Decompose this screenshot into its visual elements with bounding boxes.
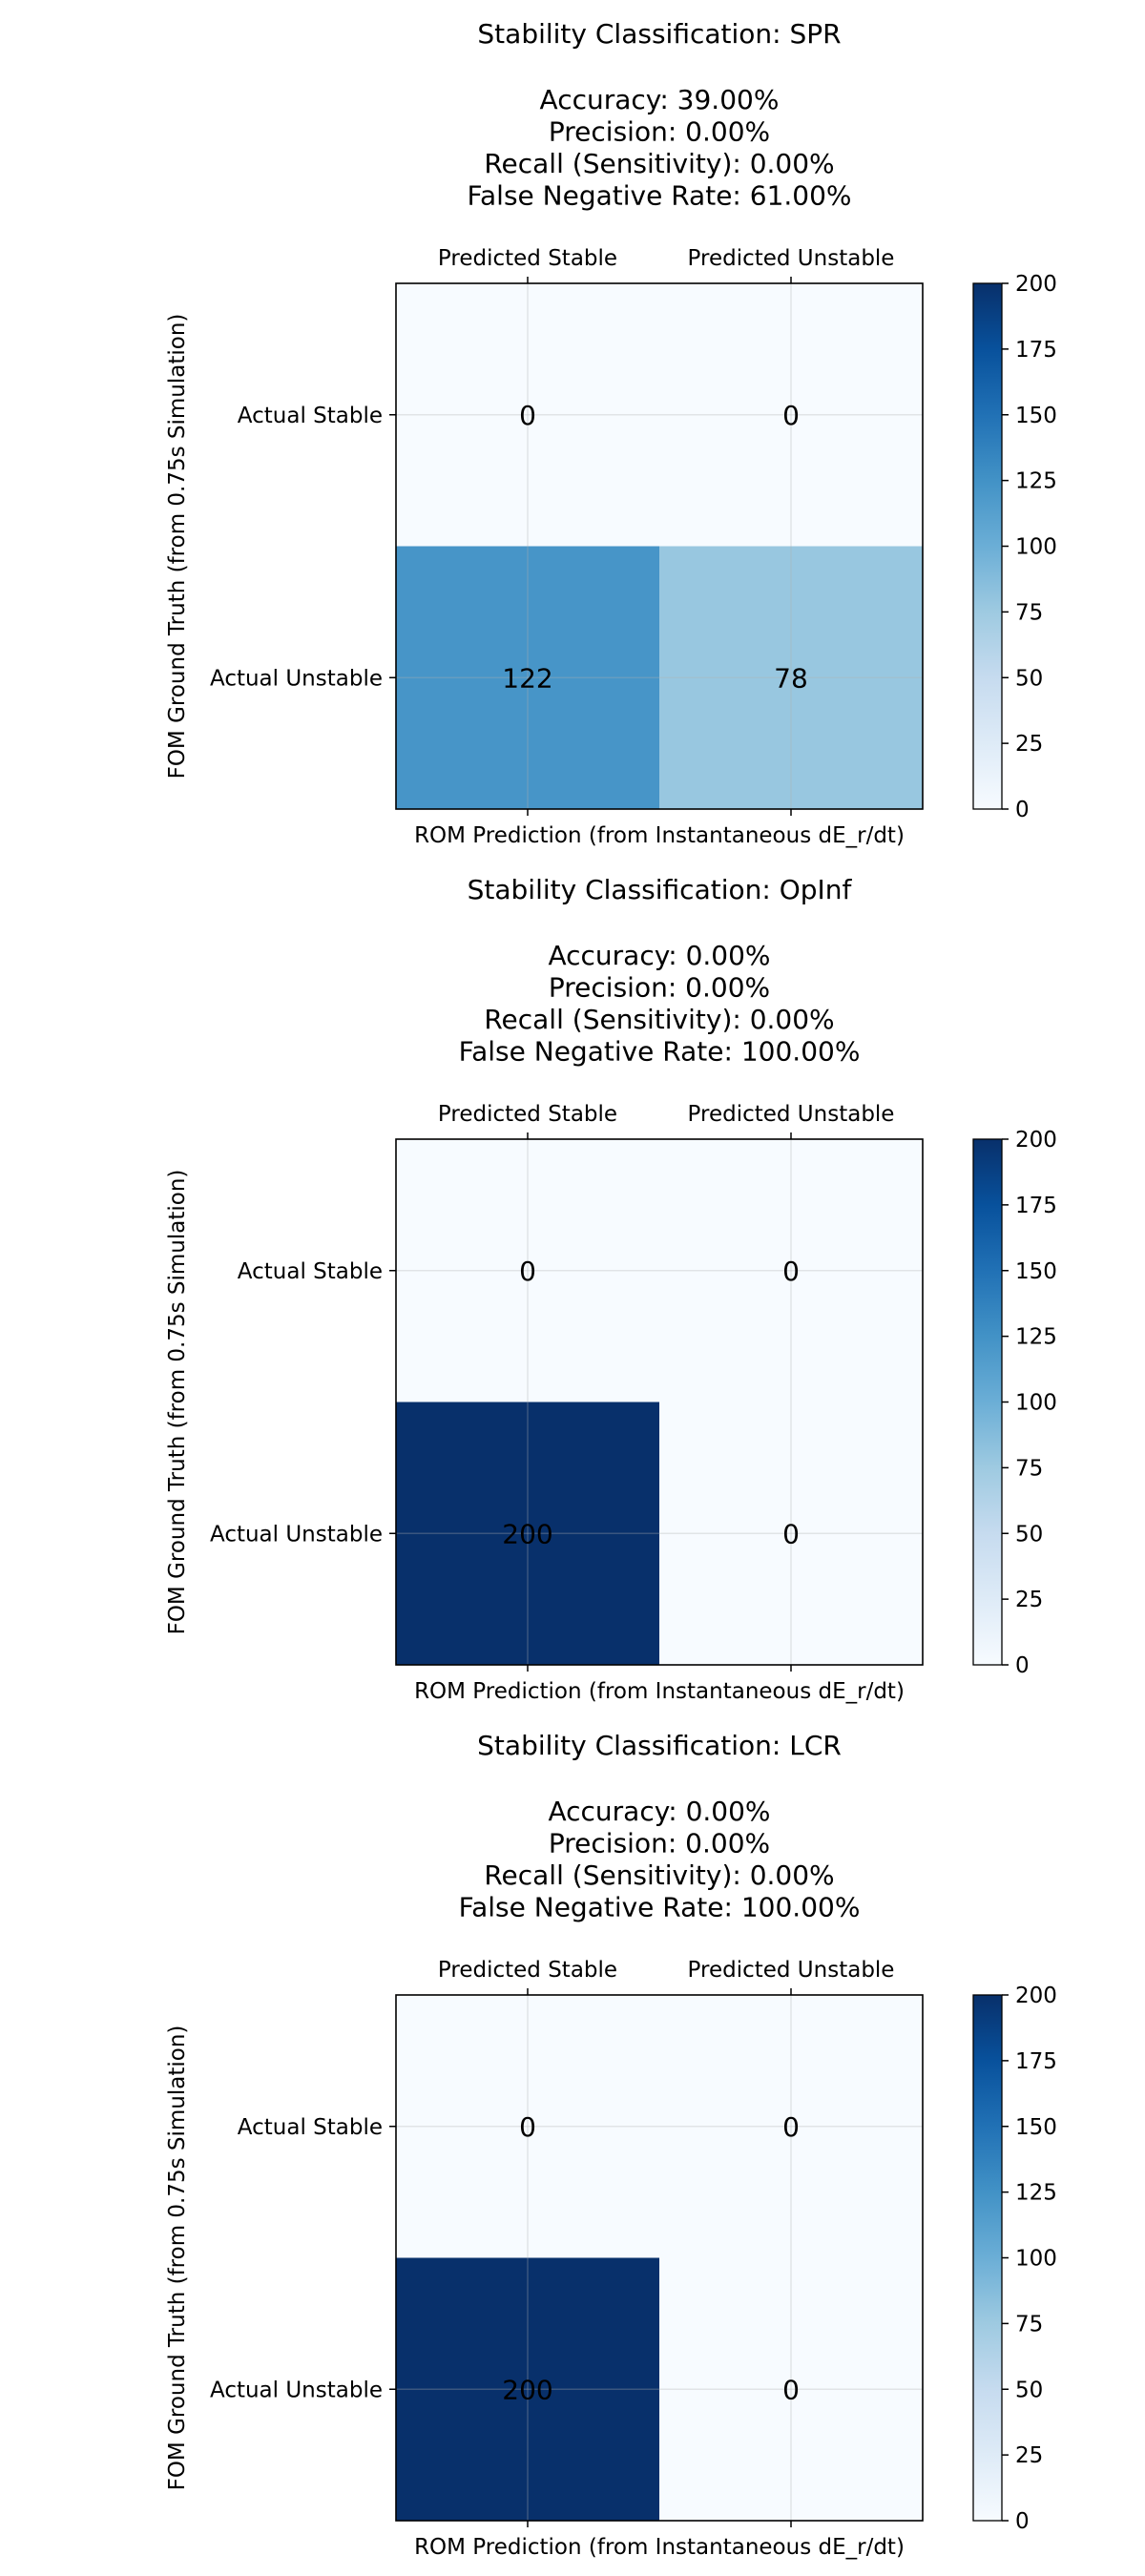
colorbar-tick-label: 150 bbox=[1015, 404, 1057, 428]
y-tick-label: Actual Stable bbox=[238, 1259, 383, 1284]
chart-panel: Stability Classification: OpInf Accuracy:… bbox=[165, 874, 1057, 1704]
colorbar-tick-label: 200 bbox=[1015, 1984, 1057, 2008]
y-tick-label: Actual Stable bbox=[238, 404, 383, 428]
colorbar bbox=[972, 282, 1003, 810]
cell-value-label: 200 bbox=[502, 1518, 552, 1549]
cell-value-label: 0 bbox=[519, 1256, 536, 1287]
colorbar-tick-label: 75 bbox=[1015, 2312, 1043, 2337]
chart-title: Stability Classification: SPR bbox=[477, 18, 841, 50]
colorbar-tick-label: 0 bbox=[1015, 2509, 1030, 2534]
plot-frame bbox=[395, 1994, 924, 2522]
metric-line: Precision: 0.00% bbox=[549, 116, 770, 148]
matrix-cell bbox=[659, 1995, 923, 2258]
colorbar-tick-label: 200 bbox=[1015, 272, 1057, 297]
metric-line: False Negative Rate: 100.00% bbox=[459, 1892, 861, 1923]
colorbar-tick-label: 0 bbox=[1015, 798, 1030, 822]
colorbar bbox=[972, 1138, 1003, 1666]
metric-line: Recall (Sensitivity): 0.00% bbox=[484, 148, 834, 179]
chart-panel: Stability Classification: LCR Accuracy: 0… bbox=[165, 1730, 1057, 2560]
colorbar-tick-label: 125 bbox=[1015, 469, 1057, 494]
metric-line: Precision: 0.00% bbox=[549, 972, 770, 1004]
x-tick-label: Predicted Stable bbox=[438, 1958, 617, 1983]
chart-panel: Stability Classification: SPR Accuracy: 3… bbox=[165, 18, 1057, 848]
y-axis-label: FOM Ground Truth (from 0.75s Simulation) bbox=[165, 314, 190, 779]
colorbar-tick-label: 0 bbox=[1015, 1653, 1030, 1678]
colorbar-tick-label: 150 bbox=[1015, 2115, 1057, 2140]
metric-line: Accuracy: 0.00% bbox=[548, 1796, 770, 1827]
y-tick-label: Actual Unstable bbox=[210, 666, 383, 691]
metric-line: Recall (Sensitivity): 0.00% bbox=[484, 1859, 834, 1891]
x-axis-label: ROM Prediction (from Instantaneous dE_r/… bbox=[414, 823, 905, 848]
y-axis-label: FOM Ground Truth (from 0.75s Simulation) bbox=[165, 2025, 190, 2491]
matrix-cell bbox=[396, 1139, 659, 1402]
matrix-cell bbox=[396, 546, 659, 809]
colorbar-tick-label: 175 bbox=[1015, 338, 1057, 363]
matrix-cell bbox=[659, 546, 923, 809]
colorbar-tick-label: 75 bbox=[1015, 1456, 1043, 1481]
matrix-cell bbox=[396, 1995, 659, 2258]
chart-title: Stability Classification: OpInf bbox=[468, 874, 853, 905]
cell-value-label: 0 bbox=[782, 1518, 800, 1549]
colorbar-tick-label: 100 bbox=[1015, 535, 1057, 560]
matrix-cell bbox=[396, 1402, 659, 1665]
cell-value-label: 0 bbox=[782, 2374, 800, 2405]
y-tick-label: Actual Unstable bbox=[210, 1522, 383, 1547]
colorbar-tick-label: 25 bbox=[1015, 2443, 1043, 2468]
plot-frame bbox=[395, 282, 924, 810]
matrix-cell bbox=[659, 283, 923, 547]
colorbar-tick-label: 175 bbox=[1015, 1194, 1057, 1218]
colorbar-tick-label: 100 bbox=[1015, 2247, 1057, 2272]
matrix-cell bbox=[659, 2257, 923, 2521]
metric-line: Recall (Sensitivity): 0.00% bbox=[484, 1004, 834, 1035]
cell-value-label: 0 bbox=[782, 1256, 800, 1287]
cell-value-label: 0 bbox=[519, 2111, 536, 2143]
y-tick-label: Actual Stable bbox=[238, 2115, 383, 2140]
colorbar-tick-label: 175 bbox=[1015, 2049, 1057, 2074]
cell-value-label: 122 bbox=[502, 662, 552, 694]
x-tick-label: Predicted Unstable bbox=[688, 1102, 895, 1127]
metric-line: False Negative Rate: 61.00% bbox=[467, 180, 851, 212]
colorbar-tick-label: 125 bbox=[1015, 2181, 1057, 2206]
matrix-cell bbox=[396, 283, 659, 547]
plot-frame bbox=[395, 1138, 924, 1666]
metric-line: Accuracy: 39.00% bbox=[540, 84, 780, 115]
cell-value-label: 0 bbox=[782, 400, 800, 431]
matrix-cell bbox=[396, 2257, 659, 2521]
colorbar-tick-label: 50 bbox=[1015, 2378, 1043, 2402]
x-axis-label: ROM Prediction (from Instantaneous dE_r/… bbox=[414, 1679, 905, 1704]
metric-line: False Negative Rate: 100.00% bbox=[459, 1036, 861, 1068]
cell-value-label: 0 bbox=[782, 2111, 800, 2143]
cell-value-label: 200 bbox=[502, 2374, 552, 2405]
x-tick-label: Predicted Unstable bbox=[688, 1958, 895, 1983]
colorbar-tick-label: 25 bbox=[1015, 732, 1043, 757]
colorbar bbox=[972, 1994, 1003, 2522]
matrix-cell bbox=[659, 1402, 923, 1665]
matrix-cell bbox=[659, 1139, 923, 1402]
x-tick-label: Predicted Stable bbox=[438, 246, 617, 271]
chart-title: Stability Classification: LCR bbox=[477, 1730, 842, 1761]
x-tick-label: Predicted Stable bbox=[438, 1102, 617, 1127]
colorbar-tick-label: 150 bbox=[1015, 1259, 1057, 1284]
x-axis-label: ROM Prediction (from Instantaneous dE_r/… bbox=[414, 2535, 905, 2560]
y-axis-label: FOM Ground Truth (from 0.75s Simulation) bbox=[165, 1170, 190, 1635]
colorbar-tick-label: 75 bbox=[1015, 600, 1043, 625]
cell-value-label: 0 bbox=[519, 400, 536, 431]
colorbar-tick-label: 200 bbox=[1015, 1128, 1057, 1153]
colorbar-tick-label: 100 bbox=[1015, 1391, 1057, 1416]
colorbar-tick-label: 50 bbox=[1015, 1522, 1043, 1547]
metric-line: Precision: 0.00% bbox=[549, 1828, 770, 1859]
colorbar-tick-label: 125 bbox=[1015, 1325, 1057, 1350]
cell-value-label: 78 bbox=[774, 662, 808, 694]
colorbar-tick-label: 50 bbox=[1015, 666, 1043, 691]
metric-line: Accuracy: 0.00% bbox=[548, 940, 770, 971]
y-tick-label: Actual Unstable bbox=[210, 2378, 383, 2402]
x-tick-label: Predicted Unstable bbox=[688, 246, 895, 271]
colorbar-tick-label: 25 bbox=[1015, 1588, 1043, 1612]
